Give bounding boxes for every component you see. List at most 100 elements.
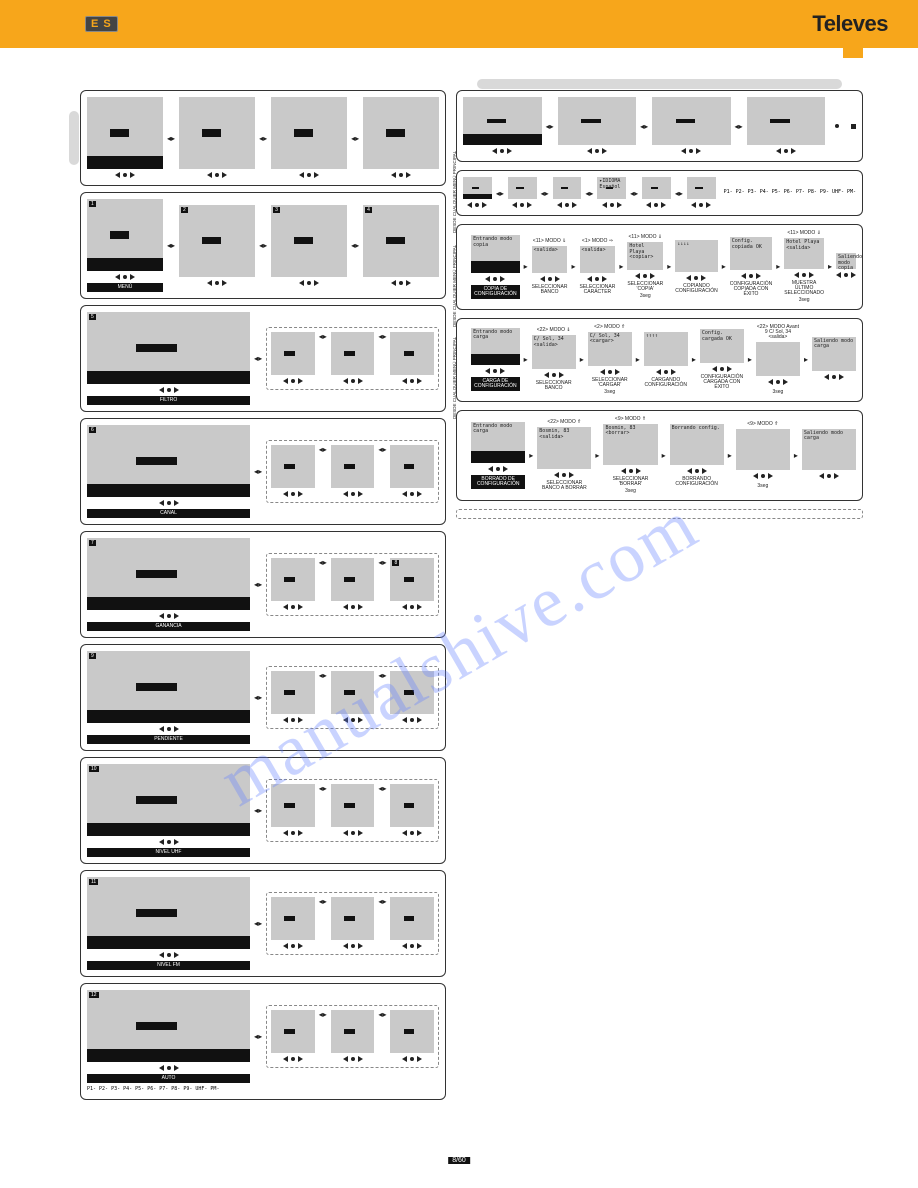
- flow-step: [271, 671, 315, 725]
- dot-icon: [496, 467, 500, 471]
- lcd-screen: [271, 897, 315, 941]
- flow-step: [687, 177, 716, 209]
- left-arrow-icon: [159, 952, 164, 958]
- lcd-screen: ↓↓↓↓: [675, 240, 718, 273]
- nav-controls: [283, 377, 303, 385]
- nav-controls: [343, 490, 363, 498]
- lcd-screen: [390, 332, 434, 376]
- step-caption: BORRANDO CONFIGURACIÓN: [675, 477, 718, 487]
- dot-icon: [167, 1066, 171, 1070]
- timing-label: 3seg: [640, 294, 651, 299]
- step-caption: COPIANDO CONFIGURACIÓN: [675, 284, 718, 294]
- flow-step: [87, 97, 163, 179]
- dot-icon: [493, 369, 497, 373]
- right-arrow-icon: [839, 374, 844, 380]
- right-arrow-icon: [559, 372, 564, 378]
- step-caption: SELECCIONAR CARÁCTER: [580, 285, 616, 295]
- lcd-screen: [331, 1010, 375, 1054]
- lcd-screen: [331, 558, 375, 602]
- left-arrow-icon: [299, 280, 304, 286]
- flow-step: <11> MODO ⇓<salida>SELECCIONAR BANCO: [532, 239, 568, 296]
- dot-icon: [167, 614, 171, 618]
- left-arrow-icon: [391, 172, 396, 178]
- nav-controls: [691, 201, 711, 209]
- lcd-screen: C/ Sol, 34 <salida>: [532, 335, 576, 369]
- left-arrow-icon: [343, 717, 348, 723]
- nav-controls: [343, 942, 363, 950]
- lcd-screen: [331, 784, 375, 828]
- right-arrow-icon: [314, 280, 319, 286]
- flow-step: [508, 177, 537, 209]
- nav-controls: [467, 201, 487, 209]
- left-arrow-icon: [753, 473, 758, 479]
- header-notch: [843, 48, 863, 58]
- lcd-screen: Saliendo modo carga: [802, 429, 856, 471]
- nav-controls: [402, 490, 422, 498]
- lcd-screen: 6: [87, 425, 250, 497]
- flow-step: [652, 97, 730, 155]
- flow-step: [463, 97, 541, 155]
- nav-controls: [587, 275, 607, 283]
- flow-step: [463, 177, 492, 209]
- dot-icon: [291, 718, 295, 722]
- lcd-screen: [271, 784, 315, 828]
- nav-controls: [115, 171, 135, 179]
- flow-step: Saliendo modo carga: [812, 337, 856, 383]
- right-arrow-icon: [696, 148, 701, 154]
- nav-controls: [299, 171, 319, 179]
- right-arrow-icon: [174, 1065, 179, 1071]
- diagram-body: ◂▸◂▸◂▸1MENÚ◂▸2◂▸3◂▸45FILTRO◂▸◂▸◂▸6CANAL◂…: [80, 90, 863, 1148]
- timing-label: 3seg: [799, 298, 810, 303]
- right-arrow-icon: [791, 148, 796, 154]
- flow-origin-label: DESDE CUALQUIER MENÚ PRINCIPAL: [453, 244, 458, 326]
- flow-step: <22> MODO ⇑Bosmin, 83 <salida>SELECCIONA…: [537, 420, 591, 491]
- lcd-screen: 11: [87, 877, 250, 949]
- lcd-screen: [508, 177, 537, 199]
- flow-step: [331, 445, 375, 499]
- dot-icon: [654, 203, 658, 207]
- step-caption: SELECCIONAR BANCO: [536, 381, 572, 391]
- nav-controls: [402, 377, 422, 385]
- nav-controls: [602, 201, 622, 209]
- flow-step: [271, 897, 315, 951]
- left-arrow-icon: [587, 148, 592, 154]
- dot-icon: [802, 273, 806, 277]
- menu-section: ◂▸◂▸◂▸: [80, 90, 446, 186]
- lcd-screen: [87, 97, 163, 169]
- flow-step: <9> MODO ⇑Bosmin, 83 <borrar>SELECCIONAR…: [603, 417, 657, 495]
- right-arrow-icon: [417, 943, 422, 949]
- lcd-screen: [642, 177, 671, 199]
- left-arrow-icon: [557, 202, 562, 208]
- dot-icon: [291, 831, 295, 835]
- menu-section: 10NIVEL UHF◂▸◂▸◂▸: [80, 757, 446, 864]
- lcd-screen: [331, 897, 375, 941]
- step-label: PENDIENTE: [87, 735, 250, 744]
- right-arrow-icon: [482, 202, 487, 208]
- dashed-subgroup: ◂▸◂▸: [266, 666, 439, 730]
- lcd-screen: [756, 342, 800, 376]
- flow-step: 3: [271, 205, 347, 287]
- left-arrow-icon: [283, 943, 288, 949]
- left-arrow-icon: [819, 473, 824, 479]
- flow-step: 4: [363, 205, 439, 287]
- menu-section: 7GANANCIA◂▸◂▸◂▸8: [80, 531, 446, 638]
- dot-icon: [351, 1057, 355, 1061]
- right-arrow-icon: [174, 500, 179, 506]
- right-arrow-icon: [130, 274, 135, 280]
- param-list: P1- P2- P3- P4- P5- P6- P7- P8- P9- UHF-…: [87, 1087, 439, 1093]
- right-arrow-icon: [650, 273, 655, 279]
- nav-controls: [299, 279, 319, 287]
- step-header: <11> MODO ⇓: [629, 235, 663, 240]
- brand-logo: Televes: [812, 11, 888, 37]
- dot-icon: [595, 149, 599, 153]
- lcd-screen: [271, 558, 315, 602]
- nav-controls: [391, 279, 411, 287]
- left-arrow-icon: [159, 839, 164, 845]
- left-arrow-icon: [207, 280, 212, 286]
- dot-icon: [844, 273, 848, 277]
- dot-icon: [565, 203, 569, 207]
- menu-section: ◂▸◂▸◂▸: [456, 90, 863, 162]
- flow-step: [642, 177, 671, 209]
- dashed-subgroup: ◂▸◂▸8: [266, 553, 439, 617]
- nav-controls: [343, 829, 363, 837]
